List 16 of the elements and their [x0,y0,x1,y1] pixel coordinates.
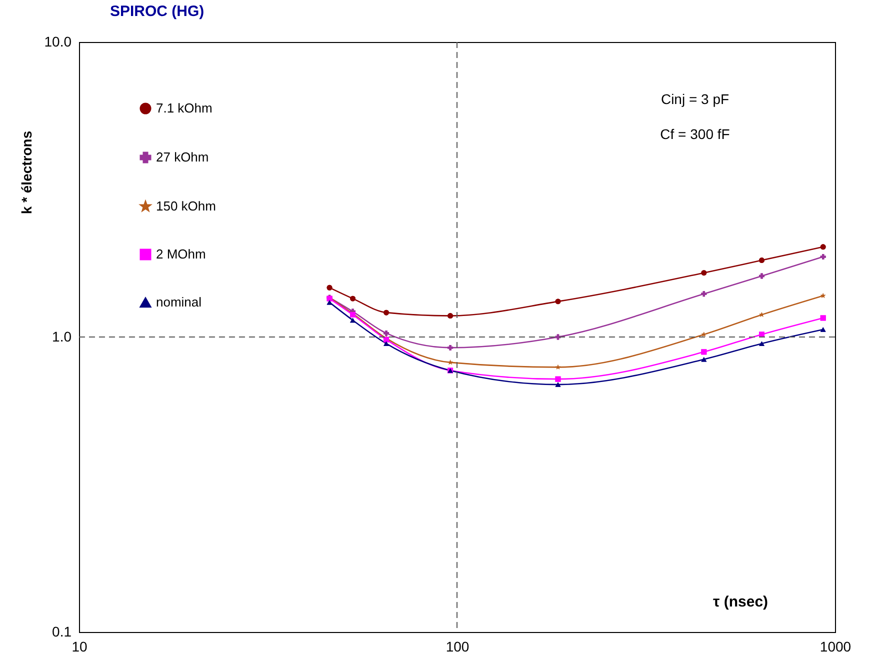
x-axis-title: τ (nsec) [712,594,768,610]
legend-label: 150 kOhm [156,198,216,214]
x-tick-label: 10 [72,638,88,654]
annotation: Cinj = 3 pF [660,91,730,107]
x-tick-label: 100 [446,638,470,654]
legend-label: 7.1 kOhm [156,100,212,116]
y-tick-label: 10.0 [44,34,72,50]
legend-label: nominal [156,294,202,310]
y-tick-label: 1.0 [52,328,72,344]
x-tick-label: 1000 [820,638,852,654]
legend-label: 27 kOhm [156,150,209,164]
y-tick-label: 0.1 [52,624,72,640]
y-axis-title: k * électrons [18,130,34,214]
annotation: Cf = 300 fF [660,126,730,142]
legend-label: 2 MOhm [156,246,206,262]
chart-title: SPIROC (HG) [110,3,204,20]
